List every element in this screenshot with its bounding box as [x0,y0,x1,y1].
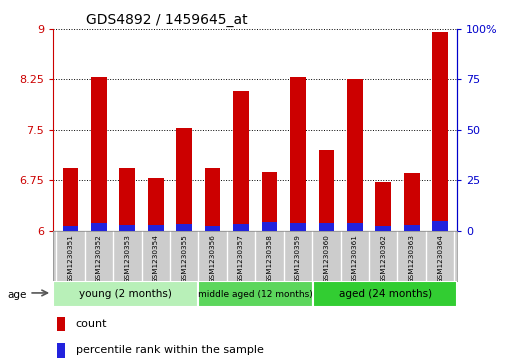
Bar [290,224,306,231]
Bar [62,168,78,231]
Bar [347,224,363,231]
Text: GDS4892 / 1459645_at: GDS4892 / 1459645_at [86,13,247,26]
Bar [375,227,391,231]
Bar [290,77,306,231]
Bar [233,224,249,231]
Bar [57,317,65,331]
Text: GSM1230353: GSM1230353 [124,234,130,284]
Bar [375,182,391,231]
Bar [262,172,277,231]
Bar [347,79,363,231]
Text: young (2 months): young (2 months) [79,289,172,299]
Bar [198,281,313,307]
Bar [205,227,220,231]
Bar [176,129,192,231]
Bar [119,168,135,231]
Text: GSM1230362: GSM1230362 [380,234,386,284]
Bar [148,178,164,231]
Text: GSM1230357: GSM1230357 [238,234,244,284]
Text: GSM1230359: GSM1230359 [295,234,301,284]
Bar [62,227,78,231]
Text: GSM1230358: GSM1230358 [267,234,272,284]
Text: GSM1230360: GSM1230360 [324,234,329,284]
Bar [176,224,192,231]
Text: GSM1230356: GSM1230356 [210,234,215,284]
Text: GSM1230351: GSM1230351 [68,234,73,284]
Text: GSM1230361: GSM1230361 [352,234,358,284]
Text: GSM1230363: GSM1230363 [409,234,415,284]
Bar [91,77,107,231]
Bar [53,281,198,307]
Bar [319,150,334,231]
Bar [91,224,107,231]
Bar [319,224,334,231]
Bar [148,225,164,231]
Text: age: age [8,290,27,300]
Text: GSM1230352: GSM1230352 [96,234,102,284]
Bar [262,223,277,231]
Bar [404,225,420,231]
Bar [57,343,65,358]
Text: aged (24 months): aged (24 months) [338,289,432,299]
Bar [432,221,448,231]
Text: GSM1230364: GSM1230364 [437,234,443,284]
Text: count: count [76,319,107,329]
Bar [432,32,448,231]
Bar [119,225,135,231]
Text: GSM1230355: GSM1230355 [181,234,187,284]
Text: middle aged (12 months): middle aged (12 months) [198,290,312,298]
Text: GSM1230354: GSM1230354 [153,234,158,284]
Bar [233,91,249,231]
Bar [404,174,420,231]
Bar [313,281,457,307]
Text: percentile rank within the sample: percentile rank within the sample [76,345,264,355]
Bar [205,168,220,231]
